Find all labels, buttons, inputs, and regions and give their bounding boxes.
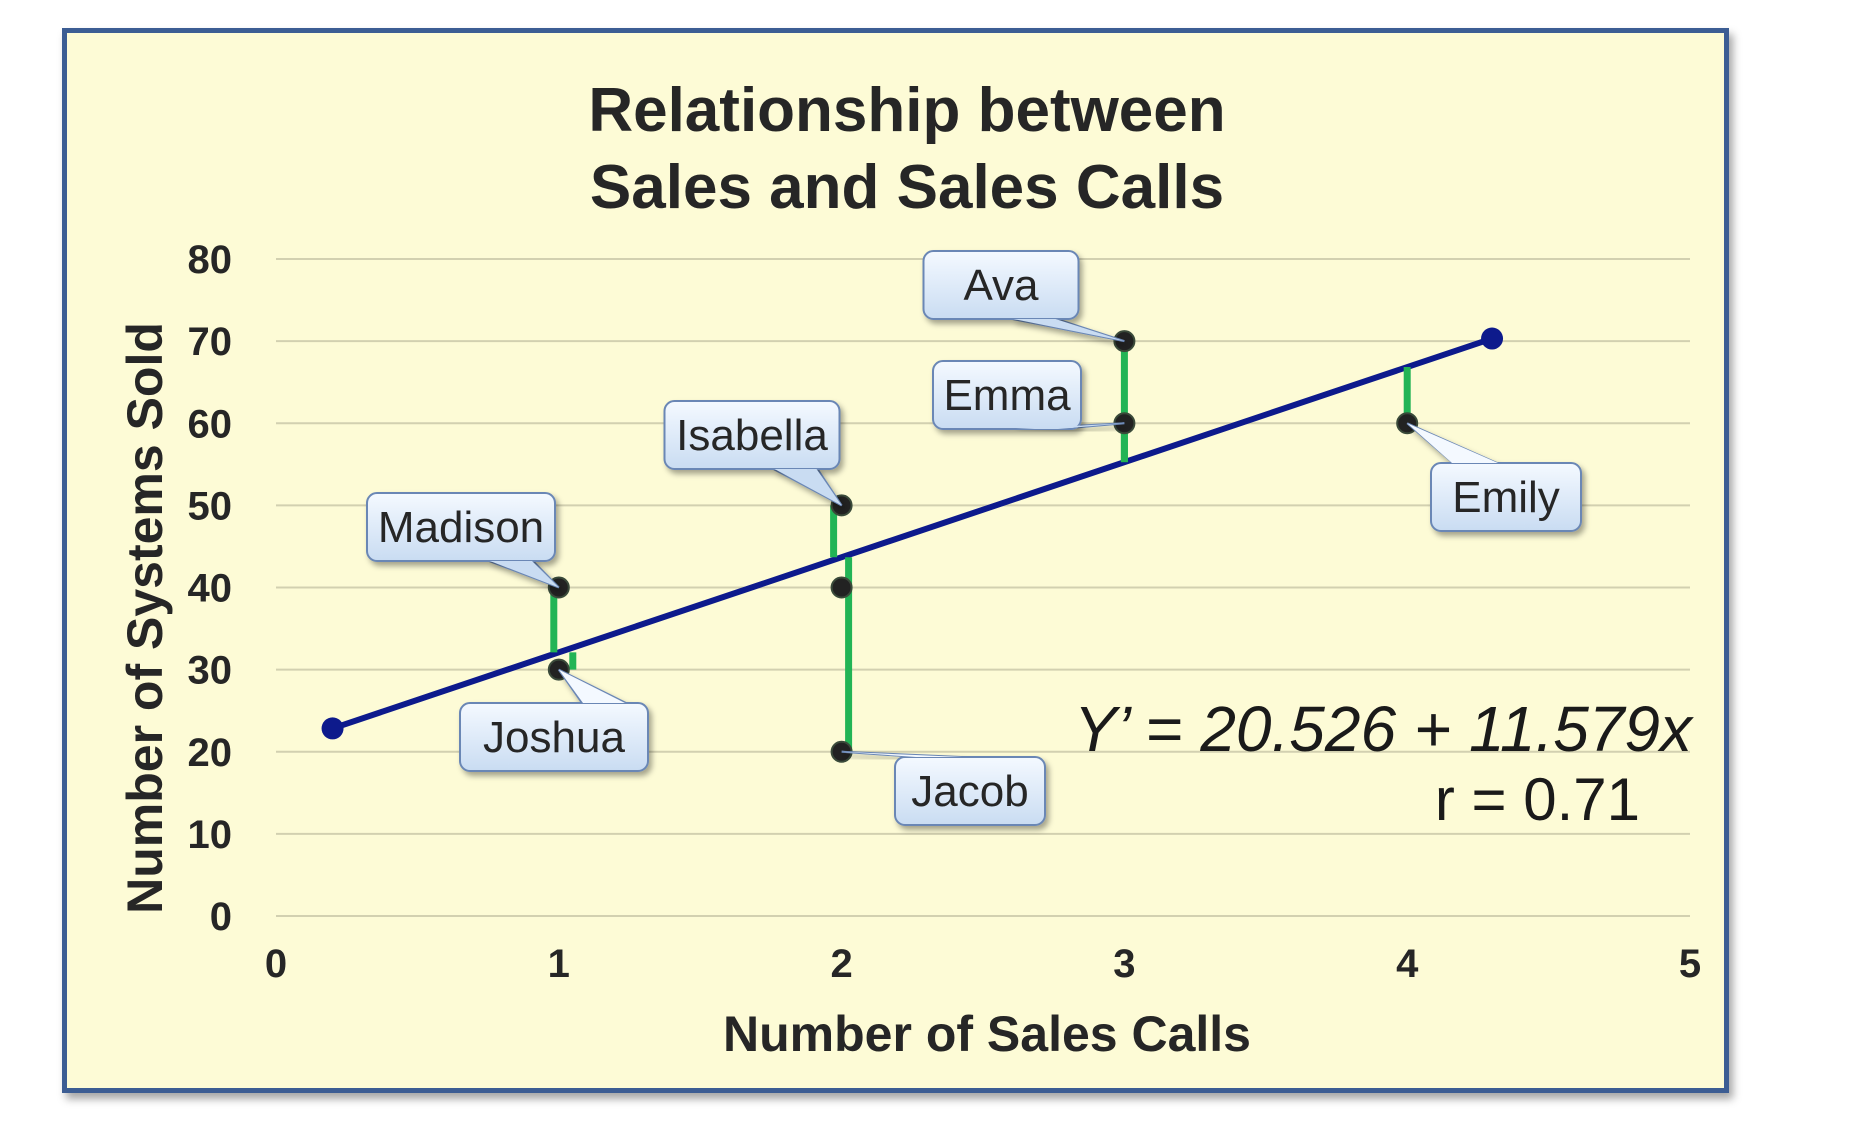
callout-isabella: Isabella bbox=[663, 400, 843, 507]
residual-layer bbox=[550, 341, 1411, 752]
y-axis-ticks: 0 10 20 30 40 50 60 70 80 bbox=[188, 238, 233, 939]
callout-jacob: Jacob bbox=[841, 750, 1046, 826]
x-tick-label-4: 4 bbox=[1396, 942, 1419, 986]
correlation-label: r = 0.71 bbox=[1435, 766, 1640, 833]
callout-madison: Madison bbox=[366, 492, 560, 589]
y-tick-label-80: 80 bbox=[188, 238, 233, 282]
y-tick-label-30: 30 bbox=[188, 649, 233, 693]
scatter-chart: Relationship between Sales and Sales Cal… bbox=[117, 76, 1701, 1062]
callout-joshua: Joshua bbox=[459, 668, 649, 772]
regression-start-marker bbox=[321, 717, 344, 740]
callout-pointer-fill bbox=[841, 751, 962, 757]
point-label: Jacob bbox=[911, 767, 1028, 816]
callout-box bbox=[1430, 462, 1582, 532]
x-tick-label-2: 2 bbox=[830, 942, 852, 986]
chart-title-line-2: Sales and Sales Calls bbox=[590, 153, 1224, 222]
y-tick-label-40: 40 bbox=[188, 567, 233, 611]
regression-end-marker bbox=[1481, 327, 1504, 350]
regression-layer bbox=[321, 327, 1504, 740]
x-tick-label-3: 3 bbox=[1113, 942, 1135, 986]
y-tick-label-10: 10 bbox=[188, 813, 233, 857]
point-label: Isabella bbox=[676, 411, 828, 460]
callout-emma: Emma bbox=[932, 360, 1125, 430]
point-label: Joshua bbox=[483, 713, 625, 762]
y-tick-label-70: 70 bbox=[188, 320, 233, 364]
x-axis-ticks: 0 1 2 3 4 5 bbox=[265, 942, 1701, 986]
callout-pointer-fill bbox=[558, 669, 625, 703]
x-tick-label-1: 1 bbox=[548, 942, 570, 986]
point-label: Madison bbox=[378, 503, 544, 552]
y-tick-label-50: 50 bbox=[188, 484, 233, 528]
y-tick-label-60: 60 bbox=[188, 402, 233, 446]
callout-ava: Ava bbox=[922, 250, 1125, 343]
callout-layer: Madison Joshua Isabella Jacob Ava Emma Emily bbox=[366, 250, 1582, 826]
callout-box bbox=[894, 756, 1046, 826]
callout-pointer-fill bbox=[490, 561, 559, 588]
callout-emily: Emily bbox=[1406, 422, 1582, 532]
y-tick-label-20: 20 bbox=[188, 731, 233, 775]
chart-frame: Relationship between Sales and Sales Cal… bbox=[62, 28, 1729, 1093]
y-axis-title: Number of Systems Sold bbox=[117, 322, 173, 914]
regression-line bbox=[329, 335, 1496, 732]
callout-box bbox=[366, 492, 556, 562]
callout-box bbox=[922, 250, 1080, 320]
callout-box bbox=[459, 702, 649, 772]
point-layer bbox=[547, 330, 1419, 763]
regression-equation: Y’ = 20.526 + 11.579x bbox=[1074, 693, 1694, 765]
x-tick-label-5: 5 bbox=[1679, 942, 1701, 986]
point-label: Emma bbox=[943, 371, 1071, 420]
callout-pointer-fill bbox=[1407, 423, 1498, 463]
callout-box bbox=[932, 360, 1082, 430]
point-label: Ava bbox=[963, 261, 1039, 310]
y-tick-label-0: 0 bbox=[210, 895, 232, 939]
data-point-unlabeled-7 bbox=[830, 576, 853, 599]
point-label: Emily bbox=[1452, 473, 1560, 522]
x-tick-label-0: 0 bbox=[265, 942, 287, 986]
callout-box bbox=[663, 400, 841, 470]
x-axis-title: Number of Sales Calls bbox=[723, 1006, 1251, 1062]
callout-pointer-fill bbox=[774, 469, 842, 506]
callout-pointer bbox=[1012, 318, 1125, 343]
chart-title-line-1: Relationship between bbox=[588, 76, 1225, 145]
